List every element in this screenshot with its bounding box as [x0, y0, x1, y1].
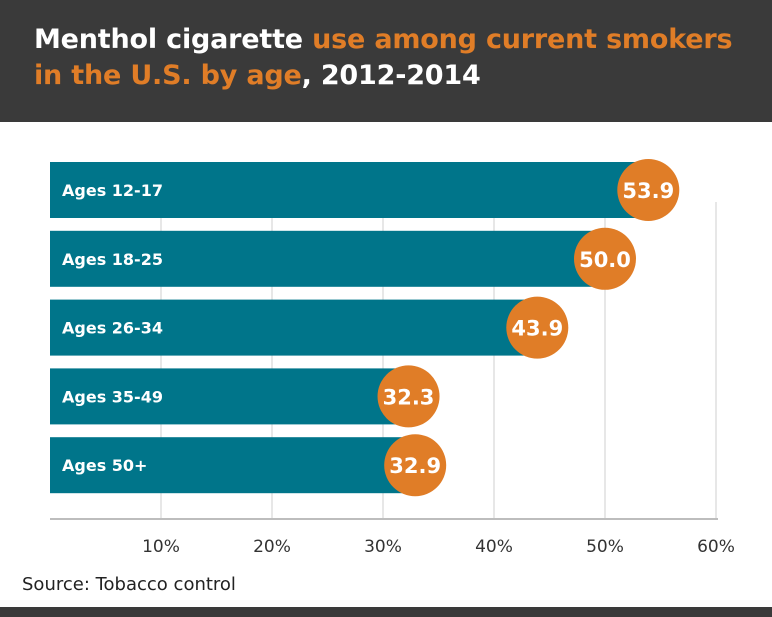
value-marker-2 [506, 296, 569, 359]
x-tick-label-1: 20% [253, 537, 291, 557]
category-label-0: Ages 12-17 [62, 181, 163, 200]
value-marker-0 [617, 159, 680, 221]
value-label-2: 43.9 [511, 317, 563, 341]
x-tick-label-4: 50% [586, 537, 624, 557]
value-label-0: 53.9 [622, 179, 674, 203]
title-part-2: , 2012-2014 [301, 60, 481, 91]
bar-2 [50, 299, 538, 356]
category-label-4: Ages 50+ [62, 456, 147, 475]
bar-0 [50, 162, 649, 218]
bar-3 [50, 368, 409, 425]
title-highlight: use among current smokers in the U.S. by… [34, 24, 733, 91]
category-label-2: Ages 26-34 [62, 319, 163, 338]
x-tick-label-5: 60% [697, 537, 735, 557]
x-tick-label-2: 30% [364, 537, 402, 557]
value-marker-4 [384, 434, 447, 497]
bar-chart: 10% 20% 30% 40% 50% 60% Ages 12-17 53.9 Ages 18-… [50, 159, 735, 557]
source-note: Source: Tobacco control [22, 574, 236, 595]
x-tick-label-3: 40% [475, 537, 513, 557]
chart-title: Menthol cigarette use among current smok… [34, 22, 734, 94]
value-marker-1 [574, 227, 636, 290]
value-label-4: 32.9 [389, 454, 441, 478]
title-part-1: Menthol cigarette [34, 24, 313, 55]
bar-1 [50, 230, 605, 287]
category-label-1: Ages 18-25 [62, 250, 163, 269]
header-banner: Menthol cigarette use among current smok… [0, 0, 772, 122]
bar-4 [50, 437, 416, 494]
footer-bar [0, 607, 772, 617]
x-tick-label-0: 10% [142, 537, 180, 557]
value-label-1: 50.0 [579, 248, 631, 272]
value-label-3: 32.3 [383, 385, 435, 409]
value-marker-3 [377, 365, 440, 428]
category-label-3: Ages 35-49 [62, 387, 163, 406]
